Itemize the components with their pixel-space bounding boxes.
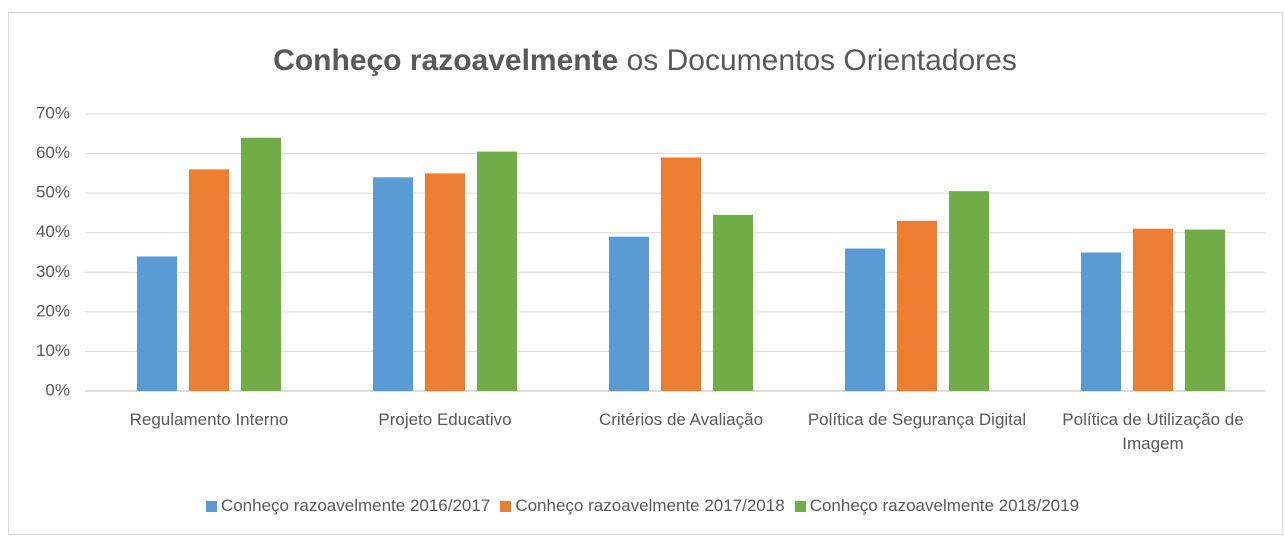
y-tick-label: 60% xyxy=(36,143,70,162)
x-tick-label: Política de Segurança Digital xyxy=(807,410,1027,429)
bar xyxy=(137,256,177,391)
legend-label: Conheço razoavelmente 2018/2019 xyxy=(809,496,1080,515)
bar xyxy=(189,169,229,391)
y-tick-label: 70% xyxy=(36,103,70,122)
legend-swatch xyxy=(500,500,512,512)
bar xyxy=(897,220,937,391)
bar xyxy=(713,214,753,391)
bar xyxy=(845,248,885,391)
title-regular: os Documentos Orientadores xyxy=(627,44,1017,77)
y-tick-label: 0% xyxy=(45,380,70,399)
legend-label: Conheço razoavelmente 2016/2017 xyxy=(220,496,491,515)
bar xyxy=(609,236,649,391)
bar xyxy=(661,157,701,391)
x-tick-label: Regulamento Interno xyxy=(129,410,289,429)
bar xyxy=(241,137,281,391)
y-tick-label: 20% xyxy=(36,301,70,320)
legend-item: Conheço razoavelmente 2018/2019 xyxy=(794,496,1080,516)
bar xyxy=(949,191,989,391)
chart-frame xyxy=(8,12,1283,535)
bar xyxy=(373,177,413,391)
x-tick-label: Critérios de Avaliação xyxy=(598,410,764,429)
y-tick-label: 40% xyxy=(36,222,70,241)
x-tick-label: Política de Utilização de Imagem xyxy=(1062,410,1244,453)
x-tick-label: Projeto Educativo xyxy=(378,410,512,429)
legend-swatch xyxy=(794,500,806,512)
bar xyxy=(1081,252,1121,391)
y-tick-label: 30% xyxy=(36,262,70,281)
legend-item: Conheço razoavelmente 2016/2017 xyxy=(205,496,491,516)
title-bold: Conheço razoavelmente xyxy=(273,44,618,77)
bar xyxy=(1133,228,1173,391)
bar xyxy=(1185,229,1225,391)
y-tick-label: 10% xyxy=(36,341,70,360)
bar xyxy=(425,173,465,391)
legend-item: Conheço razoavelmente 2017/2018 xyxy=(500,496,785,516)
bar xyxy=(477,151,517,391)
chart-title: Conheço razoavelmente os Documentos Orie… xyxy=(273,44,1017,77)
legend: Conheço razoavelmente 2016/2017 Conheço r… xyxy=(0,496,1285,516)
legend-swatch xyxy=(205,500,217,512)
legend-label: Conheço razoavelmente 2017/2018 xyxy=(515,496,785,515)
y-tick-label: 50% xyxy=(36,183,70,202)
